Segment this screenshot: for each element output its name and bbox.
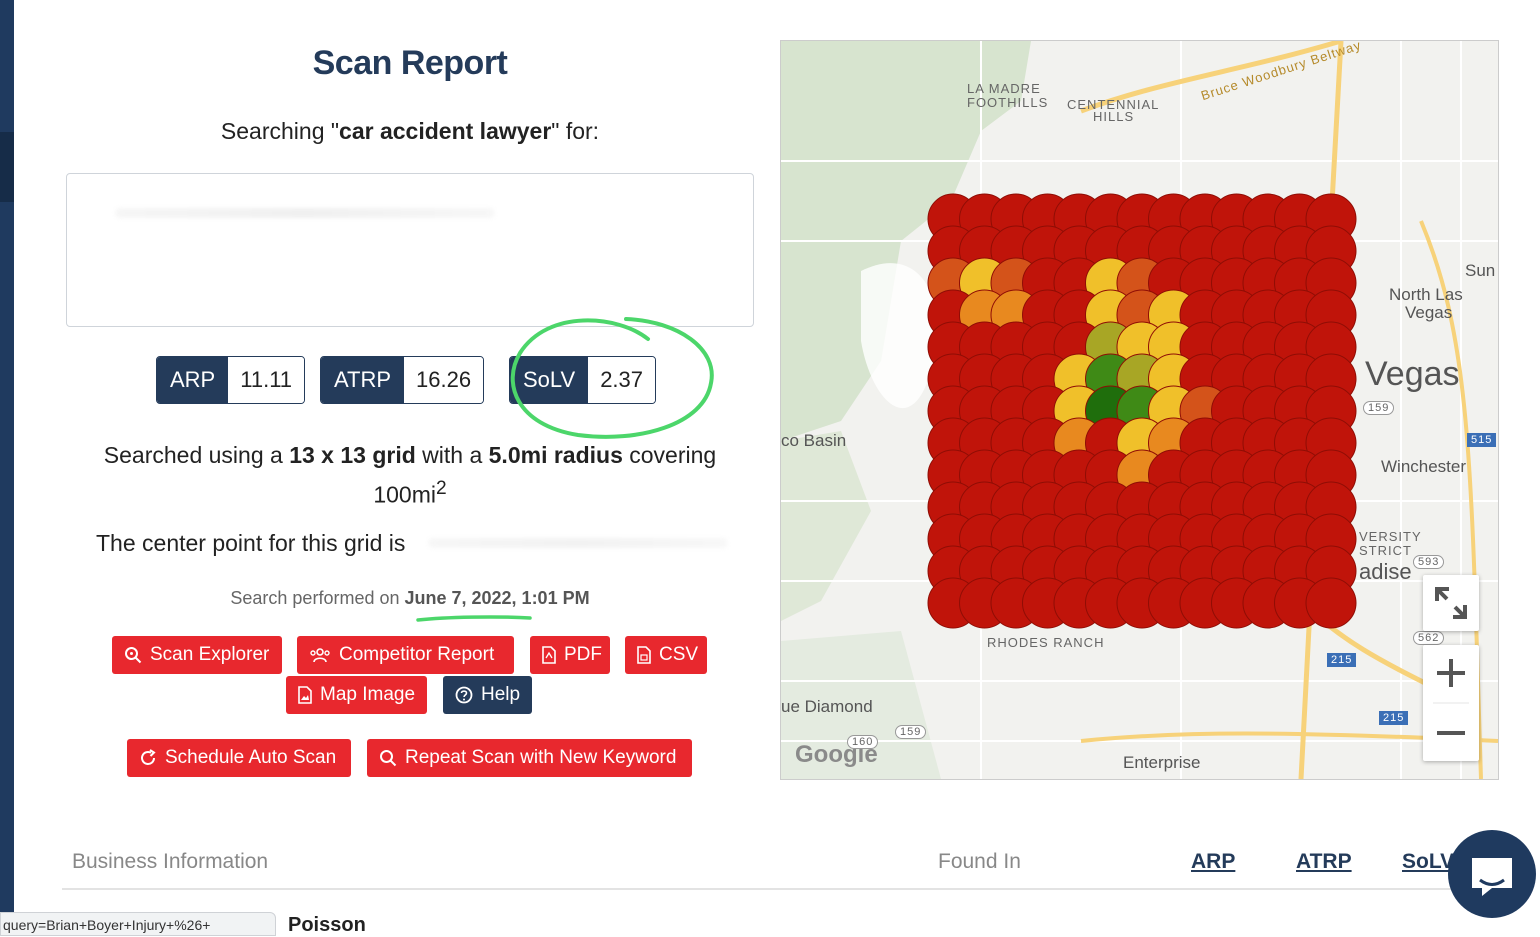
map-label-enterprise: Enterprise xyxy=(1123,753,1201,772)
route-shield-215b: 215 xyxy=(1379,711,1409,725)
route-shield-160: 160 xyxy=(847,735,879,749)
map-label-versity: VERSITY xyxy=(1359,529,1422,544)
csv-button[interactable]: CSV xyxy=(625,636,707,674)
chat-icon xyxy=(1472,858,1512,896)
question-circle-icon xyxy=(455,686,473,704)
atrp-label: ATRP xyxy=(321,357,405,403)
browser-status-url: query=Brian+Boyer+Injury+%26+ xyxy=(0,912,276,936)
scan-explorer-button[interactable]: Scan Explorer xyxy=(112,636,282,674)
route-shield-593: 593 xyxy=(1413,555,1445,569)
search-date: Search performed on June 7, 2022, 1:01 P… xyxy=(230,588,590,608)
rank-pin-grid xyxy=(927,193,1357,629)
table-divider xyxy=(62,888,1462,890)
repeat-scan-button[interactable]: Repeat Scan with New Keyword xyxy=(367,739,692,777)
fullscreen-icon xyxy=(1435,587,1467,619)
redacted-business-name xyxy=(115,208,495,218)
arp-label: ARP xyxy=(157,357,229,403)
search-icon xyxy=(380,750,397,767)
nav-tab[interactable] xyxy=(0,132,14,202)
column-arp-sort[interactable]: ARP xyxy=(1191,850,1236,873)
help-button[interactable]: Help xyxy=(443,676,532,714)
hand-drawn-circle-annotation xyxy=(510,317,714,439)
column-found-in: Found In xyxy=(938,850,1021,873)
search-icon xyxy=(125,647,142,664)
search-keyword-line: Searching "car accident lawyer" for: xyxy=(220,118,600,144)
solv-value: 2.37 xyxy=(588,357,656,403)
redo-icon xyxy=(141,749,156,765)
chat-widget-button[interactable] xyxy=(1448,830,1536,918)
map-label-north-las: North Las xyxy=(1389,285,1463,304)
map-label-centennial: CENTENNIAL xyxy=(1067,97,1160,112)
atrp-value: 16.26 xyxy=(404,357,484,403)
map-label-vegas: Vegas xyxy=(1365,355,1460,393)
pdf-button[interactable]: PDF xyxy=(530,636,610,674)
fullscreen-button[interactable] xyxy=(1423,575,1479,631)
route-shield-159b: 159 xyxy=(1363,401,1395,415)
solv-metric: SoLV 2.37 xyxy=(509,356,657,404)
file-image-icon xyxy=(298,686,312,704)
grid-description: Searched using a 13 x 13 grid with a 5.0… xyxy=(103,442,717,508)
map-label-strict: STRICT xyxy=(1359,543,1412,558)
map-label-rhodes-ranch: RHODES RANCH xyxy=(987,635,1105,650)
atrp-metric: ATRP 16.26 xyxy=(320,356,485,404)
column-atrp-sort[interactable]: ATRP xyxy=(1296,850,1352,873)
map-label-sun: Sun xyxy=(1465,261,1496,280)
map-label-diamond: ue Diamond xyxy=(781,697,873,716)
column-business-information: Business Information xyxy=(72,850,269,873)
map-label-la-madre: LA MADRE xyxy=(967,81,1041,96)
rank-pin[interactable] xyxy=(1305,577,1357,629)
solv-label: SoLV xyxy=(510,357,589,403)
map-label-winchester: Winchester xyxy=(1381,457,1467,476)
route-shield-515: 515 xyxy=(1467,433,1497,447)
zoom-icons xyxy=(1433,659,1469,735)
scan-grid-map[interactable]: LA MADRE FOOTHILLS CENTENNIAL HILLS Bruc… xyxy=(780,40,1499,780)
arp-metric: ARP 11.11 xyxy=(156,356,306,404)
route-shield-159a: 159 xyxy=(895,725,927,739)
column-solv-sort[interactable]: SoLV xyxy=(1402,850,1455,873)
map-image-button[interactable]: Map Image xyxy=(286,676,427,714)
zoom-control xyxy=(1423,645,1479,761)
map-label-basin: co Basin xyxy=(781,431,847,450)
map-label-hills: HILLS xyxy=(1093,109,1135,124)
business-name-box xyxy=(66,173,754,327)
redacted-center-point xyxy=(428,538,728,548)
file-pdf-icon xyxy=(542,646,556,664)
route-shield-562: 562 xyxy=(1413,631,1445,645)
left-nav-strip xyxy=(0,0,14,929)
hand-drawn-underline xyxy=(416,615,532,622)
map-label-vegas-small: Vegas xyxy=(1405,303,1453,322)
map-label-foothills: FOOTHILLS xyxy=(967,95,1049,110)
page-title: Scan Report xyxy=(312,44,508,82)
center-point-text: The center point for this grid is xyxy=(96,530,406,556)
route-shield-215a: 215 xyxy=(1327,653,1357,667)
keyword: car accident lawyer xyxy=(339,118,552,144)
competitor-report-button[interactable]: Competitor Report xyxy=(297,636,514,674)
file-csv-icon xyxy=(637,646,651,664)
users-icon xyxy=(310,648,330,663)
map-label-paradise: adise xyxy=(1359,559,1412,584)
arp-value: 11.11 xyxy=(228,357,305,403)
first-row-business: Poisson xyxy=(288,914,366,936)
schedule-auto-scan-button[interactable]: Schedule Auto Scan xyxy=(127,739,351,777)
